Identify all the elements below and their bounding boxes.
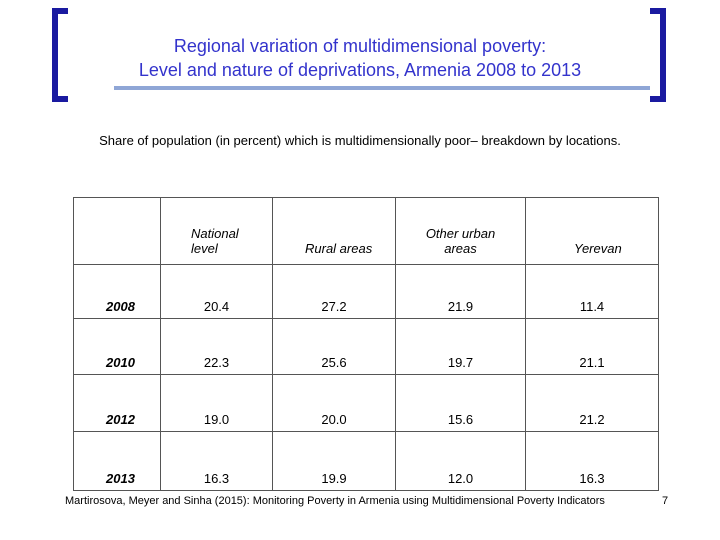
table-row: 2010 22.3 25.6 19.7 21.1 [73,318,659,375]
cell-value: 21.1 [579,355,605,370]
header-text: National level [191,226,239,256]
cell-value: 19.7 [447,355,474,370]
cell-value: 21.9 [447,299,474,314]
table-cell: 19.0 [160,374,273,432]
corner-cell [73,197,161,265]
table-cell: 11.4 [525,264,659,319]
cell-value: 22.3 [203,355,230,370]
table-cell: 25.6 [272,318,396,375]
row-year: 2010 [106,355,135,370]
cell-value: 27.2 [321,299,347,314]
cell-value: 19.0 [203,412,230,427]
cell-value: 20.0 [321,412,347,427]
row-year: 2012 [106,412,135,427]
table-cell: 12.0 [395,431,526,491]
header-cell: Rural areas [272,197,396,265]
header-cell: Other urban areas [395,197,526,265]
cell-value: 19.9 [321,471,347,486]
table-cell: 19.9 [272,431,396,491]
cell-value: 15.6 [447,412,474,427]
table-cell: 20.0 [272,374,396,432]
row-year: 2008 [106,299,135,314]
table-row: 2008 20.4 27.2 21.9 11.4 [73,264,659,319]
cell-value: 20.4 [203,299,230,314]
left-bracket [52,8,68,102]
table-cell: 21.9 [395,264,526,319]
table-cell: 22.3 [160,318,273,375]
table-cell: 21.1 [525,318,659,375]
title-line: Level and nature of deprivations, Armeni… [138,60,582,80]
table-cell: 2012 [73,374,161,432]
title-line: Regional variation of multidimensional p… [173,36,547,56]
cell-value: 16.3 [203,471,230,486]
table-cell: 21.2 [525,374,659,432]
table-cell: 20.4 [160,264,273,319]
header-row: National level Rural areas Other urban are… [73,197,659,265]
citation: Martirosova, Meyer and Sinha (2015): Mon… [65,495,605,507]
table-cell: 2010 [73,318,161,375]
table-row: 2013 16.3 19.9 12.0 16.3 [73,431,659,491]
data-table: National level Rural areas Other urban are… [73,197,659,491]
table-cell: 15.6 [395,374,526,432]
cell-value: 16.3 [579,471,605,486]
header-text: Rural areas [305,241,373,256]
table-cell: 27.2 [272,264,396,319]
table-cell: 19.7 [395,318,526,375]
table-cell: 2008 [73,264,161,319]
rule [114,86,650,90]
right-bracket [650,8,666,102]
cell-value: 11.4 [579,299,605,314]
header-cell: National level [160,197,273,265]
cell-value: 21.2 [579,412,605,427]
table-cell: 16.3 [160,431,273,491]
table-cell: 16.3 [525,431,659,491]
cell-value: 25.6 [321,355,347,370]
row-year: 2013 [106,471,135,486]
table-row: 2012 19.0 20.0 15.6 21.2 [73,374,659,432]
header-text: Yerevan [574,241,622,256]
cell-value: 12.0 [447,471,474,486]
header-text: Other urban areas [425,226,496,256]
header-cell: Yerevan [525,197,659,265]
table-cell: 2013 [73,431,161,491]
subtitle: Share of population (in percent) which i… [99,133,621,148]
page-number: 7 [662,495,669,507]
